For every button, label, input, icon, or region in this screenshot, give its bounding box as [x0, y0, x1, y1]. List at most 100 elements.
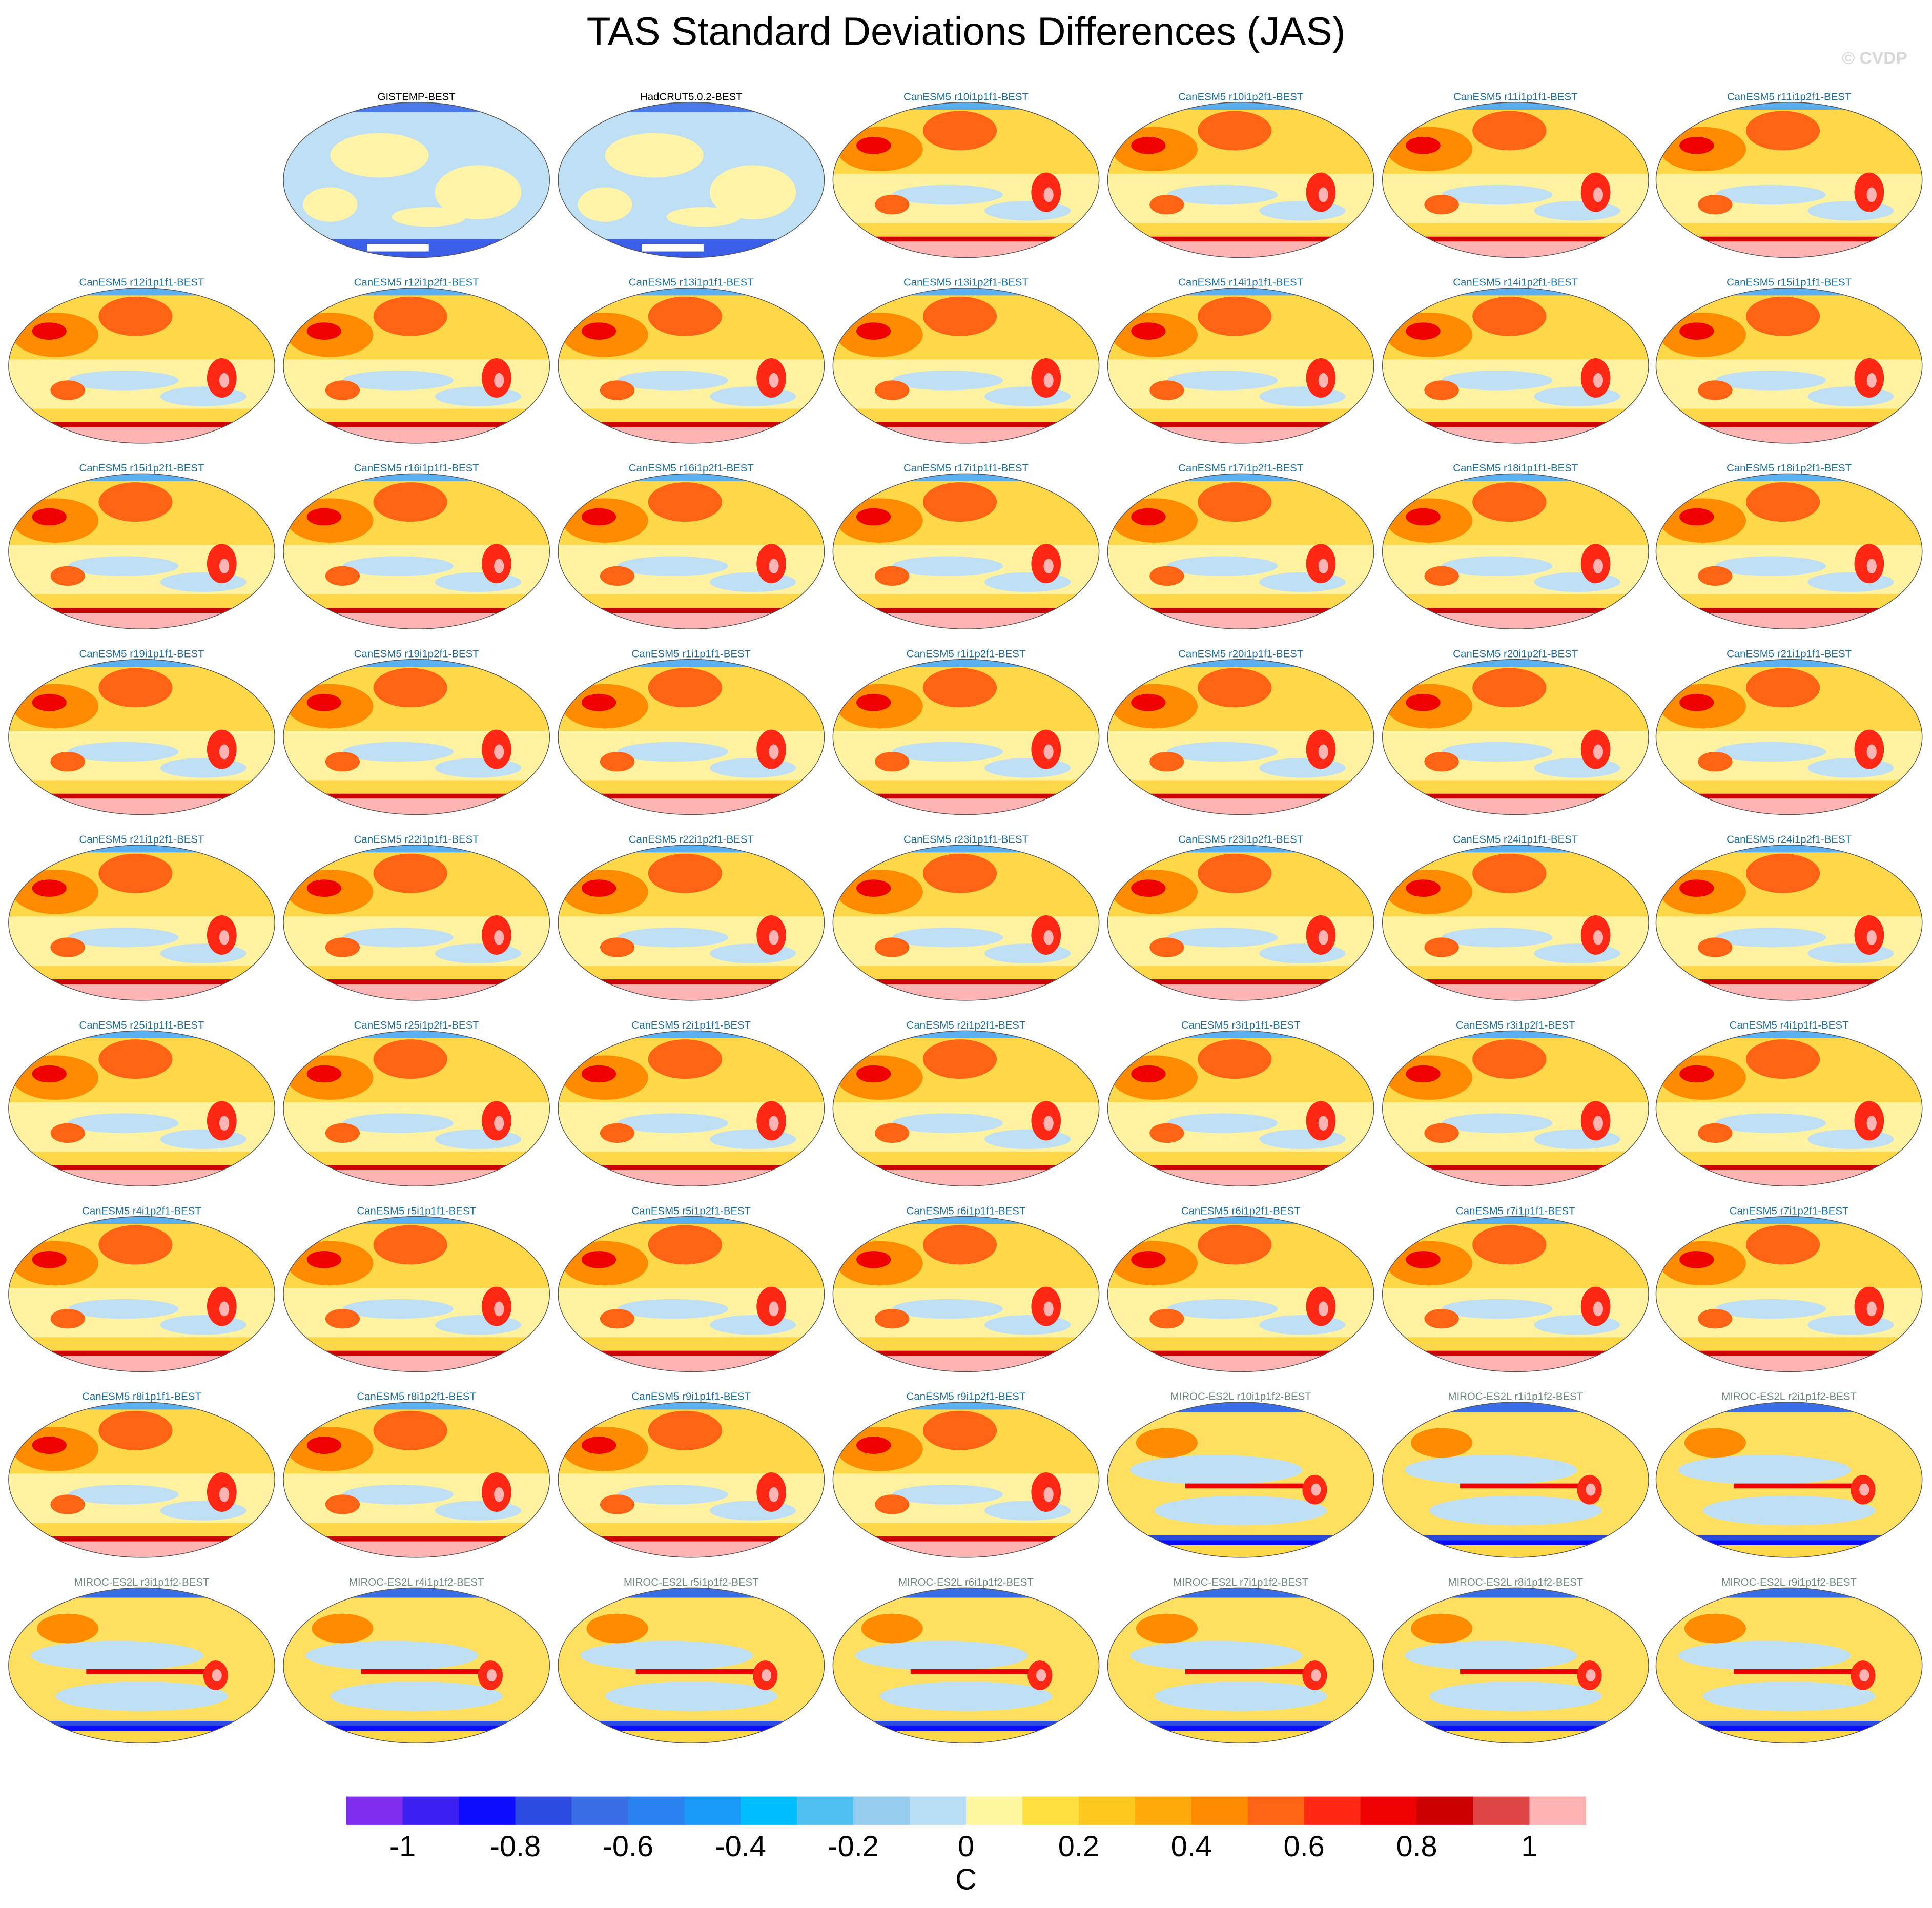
map [556, 657, 827, 817]
colorbar-box [1135, 1796, 1192, 1825]
panel: CanESM5 r18i1p1f1-BEST [1380, 463, 1651, 631]
panel: CanESM5 r6i1p2f1-BEST [1105, 1205, 1376, 1374]
panel-title: CanESM5 r25i1p1f1-BEST [79, 1020, 204, 1031]
panel: CanESM5 r20i1p2f1-BEST [1380, 648, 1651, 817]
map [1105, 1585, 1376, 1746]
map [1105, 657, 1376, 817]
panel-title: CanESM5 r14i1p1f1-BEST [1178, 277, 1303, 289]
map [1654, 657, 1925, 817]
panel: MIROC-ES2L r9i1p1f2-BEST [1654, 1577, 1925, 1746]
panel-title: MIROC-ES2L r6i1p1f2-BEST [898, 1577, 1034, 1588]
panel-title: CanESM5 r15i1p2f1-BEST [79, 463, 204, 474]
panel-title: MIROC-ES2L r8i1p1f2-BEST [1448, 1577, 1583, 1588]
panel: MIROC-ES2L r10i1p1f2-BEST [1105, 1391, 1376, 1560]
panel-title: CanESM5 r21i1p1f1-BEST [1727, 648, 1852, 660]
panel-title: MIROC-ES2L r10i1p1f2-BEST [1170, 1391, 1311, 1403]
panel: CanESM5 r21i1p1f1-BEST [1654, 648, 1925, 817]
map [556, 100, 827, 260]
map [281, 285, 552, 446]
panel-title: MIROC-ES2L r3i1p1f2-BEST [74, 1577, 210, 1588]
map [556, 1214, 827, 1374]
map [831, 285, 1102, 446]
panel: CanESM5 r6i1p1f1-BEST [831, 1205, 1102, 1374]
colorbar-box [1078, 1796, 1136, 1825]
panel-title: CanESM5 r20i1p2f1-BEST [1453, 648, 1578, 660]
panel: CanESM5 r22i1p2f1-BEST [556, 834, 827, 1003]
watermark: © CVDP [1842, 49, 1907, 68]
map [831, 843, 1102, 1003]
map [1654, 1400, 1925, 1560]
panel: GISTEMP-BEST [281, 91, 552, 260]
panel-title: CanESM5 r12i1p2f1-BEST [354, 277, 479, 289]
map [1380, 843, 1651, 1003]
panel-title: CanESM5 r5i1p2f1-BEST [631, 1205, 751, 1217]
panel: CanESM5 r13i1p1f1-BEST [556, 277, 827, 446]
panel: CanESM5 r1i1p1f1-BEST [556, 648, 827, 817]
map [1105, 1028, 1376, 1188]
panel: MIROC-ES2L r7i1p1f2-BEST [1105, 1577, 1376, 1746]
map [556, 1585, 827, 1746]
panel: CanESM5 r3i1p1f1-BEST [1105, 1020, 1376, 1188]
panel: MIROC-ES2L r8i1p1f2-BEST [1380, 1577, 1651, 1746]
panel: CanESM5 r20i1p1f1-BEST [1105, 648, 1376, 817]
colorbar-box [1247, 1796, 1305, 1825]
map [556, 1028, 827, 1188]
panel: MIROC-ES2L r4i1p1f2-BEST [281, 1577, 552, 1746]
panel: CanESM5 r3i1p2f1-BEST [1380, 1020, 1651, 1188]
panel-title: MIROC-ES2L r5i1p1f2-BEST [624, 1577, 759, 1588]
panel: CanESM5 r16i1p2f1-BEST [556, 463, 827, 631]
panel-title: CanESM5 r21i1p2f1-BEST [79, 834, 204, 846]
panel-title: CanESM5 r18i1p2f1-BEST [1727, 463, 1852, 474]
panel: CanESM5 r17i1p1f1-BEST [831, 463, 1102, 631]
panel-title: CanESM5 r18i1p1f1-BEST [1453, 463, 1578, 474]
panel: CanESM5 r25i1p2f1-BEST [281, 1020, 552, 1188]
panel: CanESM5 r12i1p2f1-BEST [281, 277, 552, 446]
panel-title: MIROC-ES2L r1i1p1f2-BEST [1448, 1391, 1583, 1403]
map [1654, 1214, 1925, 1374]
panel-title: GISTEMP-BEST [378, 91, 456, 102]
panel-title: CanESM5 r22i1p2f1-BEST [629, 834, 754, 846]
panel: CanESM5 r15i1p1f1-BEST [1654, 277, 1925, 446]
panel-title: CanESM5 r5i1p1f1-BEST [357, 1205, 476, 1217]
panel-title: CanESM5 r17i1p2f1-BEST [1178, 463, 1303, 474]
panel-title: CanESM5 r14i1p2f1-BEST [1453, 277, 1578, 289]
panel-title: CanESM5 r9i1p1f1-BEST [631, 1391, 751, 1403]
map [1105, 100, 1376, 260]
map [556, 1400, 827, 1560]
panel-title: CanESM5 r23i1p2f1-BEST [1178, 834, 1303, 846]
panel-title: CanESM5 r8i1p1f1-BEST [82, 1391, 201, 1403]
panel-title: MIROC-ES2L r9i1p1f2-BEST [1721, 1577, 1857, 1588]
panel-title: CanESM5 r15i1p1f1-BEST [1727, 277, 1852, 289]
panel: CanESM5 r11i1p1f1-BEST [1380, 91, 1651, 260]
panel: MIROC-ES2L r2i1p1f2-BEST [1654, 1391, 1925, 1560]
map [556, 843, 827, 1003]
colorbar-tick-label: 0.4 [1171, 1830, 1212, 1863]
map [281, 1400, 552, 1560]
panel: CanESM5 r13i1p2f1-BEST [831, 277, 1102, 446]
panel: CanESM5 r2i1p1f1-BEST [556, 1020, 827, 1188]
panel: CanESM5 r10i1p2f1-BEST [1105, 91, 1376, 260]
map [281, 657, 552, 817]
panel-title: CanESM5 r6i1p2f1-BEST [1181, 1205, 1301, 1217]
map [6, 657, 277, 817]
map [1105, 471, 1376, 631]
panel-title: MIROC-ES2L r4i1p1f2-BEST [349, 1577, 484, 1588]
panel-title: CanESM5 r13i1p2f1-BEST [903, 277, 1029, 289]
map [831, 1028, 1102, 1188]
panel: MIROC-ES2L r3i1p1f2-BEST [6, 1577, 277, 1746]
panel: CanESM5 r16i1p1f1-BEST [281, 463, 552, 631]
colorbar-box [1473, 1796, 1530, 1825]
panel-title: CanESM5 r8i1p2f1-BEST [357, 1391, 476, 1403]
map [556, 471, 827, 631]
colorbar-box [628, 1796, 685, 1825]
panel: CanESM5 r23i1p2f1-BEST [1105, 834, 1376, 1003]
panel-title: CanESM5 r16i1p1f1-BEST [354, 463, 479, 474]
panel-title: CanESM5 r16i1p2f1-BEST [629, 463, 754, 474]
panel: CanESM5 r7i1p1f1-BEST [1380, 1205, 1651, 1374]
map [1380, 471, 1651, 631]
panel: CanESM5 r5i1p1f1-BEST [281, 1205, 552, 1374]
map [1654, 843, 1925, 1003]
colorbar-box [1529, 1796, 1587, 1825]
map [1654, 1585, 1925, 1746]
panel-title: HadCRUT5.0.2-BEST [640, 91, 743, 102]
